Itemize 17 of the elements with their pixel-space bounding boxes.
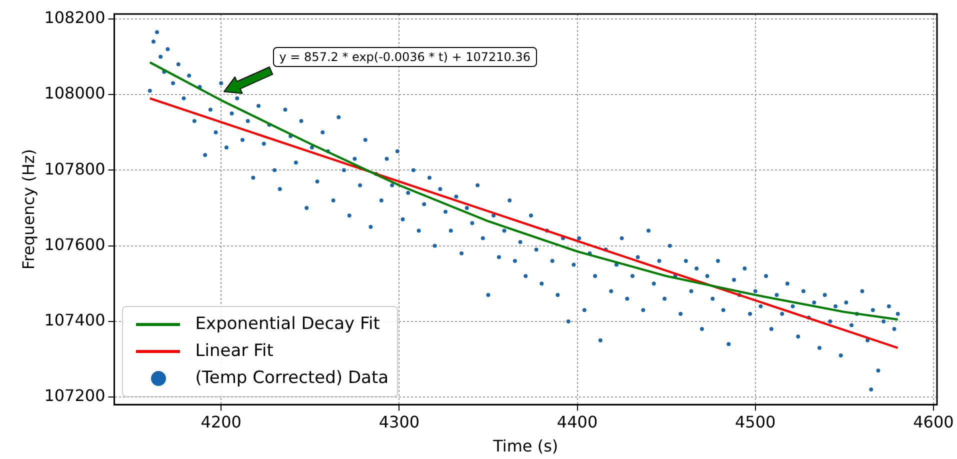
- annotation: y = 857.2 * exp(-0.0036 * t) + 107210.36: [273, 47, 537, 67]
- y-tick-label: 107600: [44, 234, 106, 254]
- y-tick-label: 108200: [44, 8, 106, 28]
- y-axis-title: Frequency (Hz): [18, 148, 38, 270]
- x-tick-label: 4600: [913, 412, 954, 432]
- y-tick-label: 107400: [44, 310, 106, 330]
- x-axis-title: Time (s): [492, 436, 558, 456]
- legend-label: (Temp Corrected) Data: [195, 368, 389, 388]
- x-tick-label: 4300: [378, 412, 420, 432]
- x-tick-label: 4500: [735, 412, 776, 432]
- y-tick-label: 107800: [44, 159, 106, 178]
- x-tick-label: 4400: [556, 412, 598, 432]
- legend-label: Exponential Decay Fit: [195, 314, 380, 334]
- y-tick-label: 108000: [44, 84, 106, 103]
- legend-label: Linear Fit: [195, 341, 274, 362]
- y-tick-label: 107200: [44, 386, 106, 406]
- x-tick-label: 4200: [200, 412, 242, 432]
